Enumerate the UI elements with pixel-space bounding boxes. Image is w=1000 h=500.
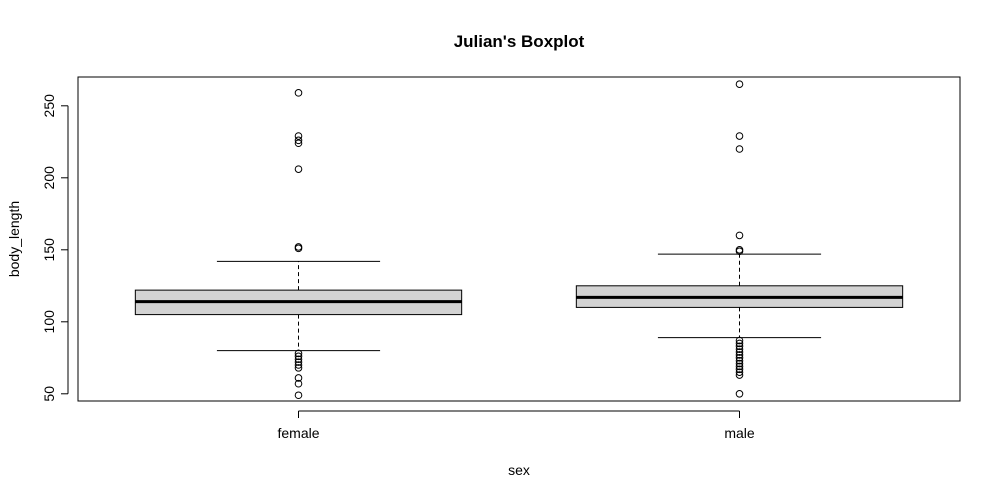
x-axis: female male [277,410,755,441]
outlier-point [735,342,744,351]
y-tick-label: 100 [41,310,57,334]
boxes [134,80,904,400]
outlier-point [735,132,744,140]
outlier-point [294,361,303,369]
box-female [134,89,463,400]
outlier-point [735,354,744,362]
outlier-point [294,165,303,173]
outlier-point [294,243,303,251]
outlier-point [294,358,303,366]
outlier-point [294,379,303,388]
outlier-point [294,89,303,97]
outlier-point [735,362,744,371]
outlier-point [735,365,744,374]
outlier-point [735,371,744,379]
y-tick-label: 150 [41,238,57,262]
outlier-point [735,145,744,153]
x-tick-label: male [724,425,755,441]
outlier-point [294,132,303,140]
outlier-point [294,352,303,361]
x-axis-title: sex [508,462,530,478]
outlier-point [294,391,303,400]
y-tick-label: 200 [41,166,57,190]
x-tick-label: female [277,425,319,441]
y-axis-title: body_length [6,201,22,277]
outlier-point [735,348,744,356]
outlier-point [735,345,744,353]
y-tick-label: 250 [41,94,57,118]
box-male [575,80,904,398]
y-axis: 50 100 150 200 250 [41,94,69,402]
y-tick-label: 50 [41,386,57,402]
outlier-point [294,139,303,148]
outlier-point [294,136,303,145]
outlier-point [735,246,744,254]
outlier-point [735,339,744,348]
outlier-point [294,355,303,364]
outlier-point [735,351,744,359]
outlier-point [735,356,744,365]
outlier-point [294,374,303,382]
outlier-point [294,349,303,358]
outlier-point [735,231,744,240]
outlier-point [735,390,744,398]
outlier-point [735,359,744,368]
plot-frame [77,76,961,402]
outlier-point [735,336,744,345]
outlier-point [294,364,303,372]
chart-title: Julian's Boxplot [454,32,585,51]
outlier-point [735,368,744,377]
outlier-point [735,80,744,88]
